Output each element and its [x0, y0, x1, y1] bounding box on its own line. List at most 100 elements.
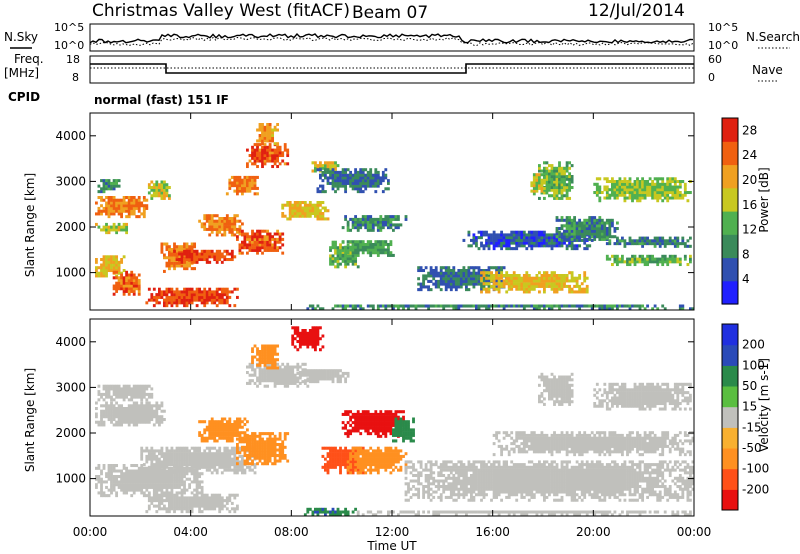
heatmap-cell	[198, 465, 202, 469]
heatmap-cell	[233, 433, 237, 437]
heatmap-cell	[203, 222, 207, 226]
heatmap-cell	[261, 136, 264, 140]
heatmap-cell	[621, 185, 624, 189]
heatmap-cell	[107, 258, 111, 262]
heatmap-cell	[568, 290, 572, 294]
heatmap-cell	[560, 166, 564, 170]
heatmap-cell	[351, 179, 355, 183]
heatmap-cell	[548, 164, 551, 168]
heatmap-cell	[185, 463, 189, 467]
heatmap-cell	[122, 387, 126, 391]
heatmap-cell	[233, 175, 237, 179]
heatmap-cell	[369, 168, 373, 172]
heatmap-cell	[102, 209, 106, 213]
heatmap-cell	[565, 194, 569, 198]
heatmap-cell	[336, 246, 340, 250]
heatmap-cell	[301, 368, 305, 372]
heatmap-cell	[122, 477, 126, 481]
heatmap-cell	[142, 204, 146, 208]
heatmap-cell	[505, 274, 509, 278]
heatmap-cell	[497, 290, 501, 294]
heatmap-cell	[482, 287, 486, 291]
heatmap-cell	[122, 412, 126, 416]
heatmap-cell	[485, 233, 488, 237]
heatmap-cell	[238, 425, 242, 429]
heatmap-cell	[102, 260, 106, 264]
heatmap-cell	[366, 245, 370, 249]
heatmap-cell	[349, 240, 353, 244]
heatmap-cell	[145, 301, 149, 305]
heatmap-cell	[110, 269, 113, 273]
heatmap-cell	[205, 436, 209, 440]
heatmap-cell	[492, 238, 496, 242]
heatmap-cell	[152, 452, 156, 456]
heatmap-cell	[668, 254, 672, 258]
heatmap-cell	[648, 193, 652, 197]
heatmap-cell	[147, 485, 151, 489]
heatmap-cell	[107, 255, 111, 259]
heatmap-cell	[636, 191, 639, 195]
heatmap-cell	[389, 223, 393, 227]
heatmap-cell	[95, 271, 98, 275]
heatmap-cell	[560, 188, 564, 192]
heatmap-cell	[611, 254, 614, 258]
heatmap-cell	[570, 175, 574, 179]
heatmap-cell	[271, 368, 275, 372]
heatmap-cell	[429, 274, 433, 278]
heatmap-cell	[223, 465, 227, 469]
heatmap-cell	[236, 471, 239, 475]
heatmap-cell	[457, 277, 461, 281]
heatmap-cell	[543, 244, 546, 248]
heatmap-cell	[356, 240, 360, 244]
heatmap-cell	[671, 257, 675, 261]
heatmap-cell	[434, 274, 438, 278]
heatmap-cell	[125, 228, 129, 232]
heatmap-cell	[371, 173, 375, 177]
heatmap-cell	[666, 182, 670, 186]
heatmap-cell	[676, 260, 680, 264]
heatmap-cell	[459, 282, 463, 286]
heatmap-cell	[228, 258, 232, 262]
heatmap-cell	[565, 183, 569, 187]
noise-sky-label: N.Sky	[4, 30, 38, 44]
heatmap-cell	[115, 287, 119, 291]
heatmap-cell	[384, 220, 388, 224]
heatmap-cell	[243, 235, 247, 239]
heatmap-cell	[117, 284, 121, 288]
heatmap-cell	[633, 188, 637, 192]
colorbar-tick-label: 20	[742, 173, 757, 187]
heatmap-cell	[613, 182, 617, 186]
heatmap-cell	[344, 173, 348, 177]
heatmap-cell	[178, 258, 181, 262]
heatmap-cell	[178, 483, 181, 487]
heatmap-cell	[605, 177, 609, 181]
heatmap-cell	[344, 262, 348, 266]
heatmap-cell	[560, 183, 564, 187]
heatmap-cell	[168, 507, 171, 511]
heatmap-cell	[545, 279, 549, 283]
heatmap-cell	[500, 279, 504, 283]
heatmap-cell	[178, 469, 181, 473]
heatmap-cell	[563, 172, 566, 176]
heatmap-cell	[334, 259, 337, 263]
heatmap-cell	[220, 425, 224, 429]
heatmap-cell	[555, 191, 559, 195]
heatmap-cell	[429, 271, 433, 275]
heatmap-cell	[198, 483, 202, 487]
heatmap-cell	[180, 460, 184, 464]
heatmap-cell	[117, 483, 121, 487]
heatmap-cell	[379, 228, 383, 232]
heatmap-cell	[553, 287, 556, 291]
heatmap-cell	[550, 172, 554, 176]
heatmap-cell	[593, 221, 597, 225]
heatmap-cell	[575, 229, 579, 233]
heatmap-cell	[100, 418, 103, 422]
heatmap-cell	[553, 233, 556, 237]
heatmap-cell	[112, 228, 116, 232]
heatmap-cell	[369, 248, 373, 252]
heatmap-cell	[225, 420, 229, 424]
heatmap-cell	[490, 274, 493, 278]
heatmap-cell	[160, 449, 164, 453]
heatmap-cell	[230, 227, 234, 231]
heatmap-cell	[565, 218, 569, 222]
